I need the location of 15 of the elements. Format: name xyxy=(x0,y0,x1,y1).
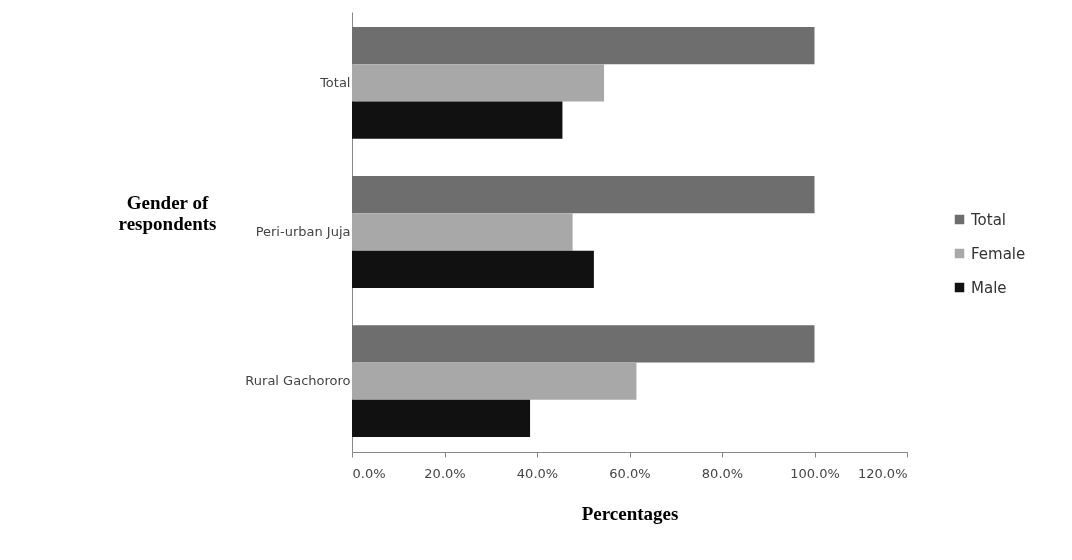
x-tick-label: 40.0% xyxy=(516,465,559,481)
y-tick-label: Rural Gachororo xyxy=(245,373,351,389)
y-tick-label: Peri-urban Juja xyxy=(255,224,351,239)
x-tick-label: 80.0% xyxy=(701,465,744,481)
x-axis-title: Percentages xyxy=(581,502,679,524)
x-tick-label: 20.0% xyxy=(424,465,466,481)
x-tick-label: 120.0% xyxy=(857,465,908,481)
x-tick-label: 60.0% xyxy=(609,465,651,481)
legend-label: Female xyxy=(971,244,1026,263)
y-axis-title: Gender of respondents xyxy=(118,191,217,234)
legend-label: Total xyxy=(970,210,1007,229)
x-tick-label: 0.0% xyxy=(352,465,386,481)
y-tick-label: Total xyxy=(319,74,351,90)
legend-label: Male xyxy=(971,278,1007,297)
x-tick-label: 100.0% xyxy=(790,465,840,481)
